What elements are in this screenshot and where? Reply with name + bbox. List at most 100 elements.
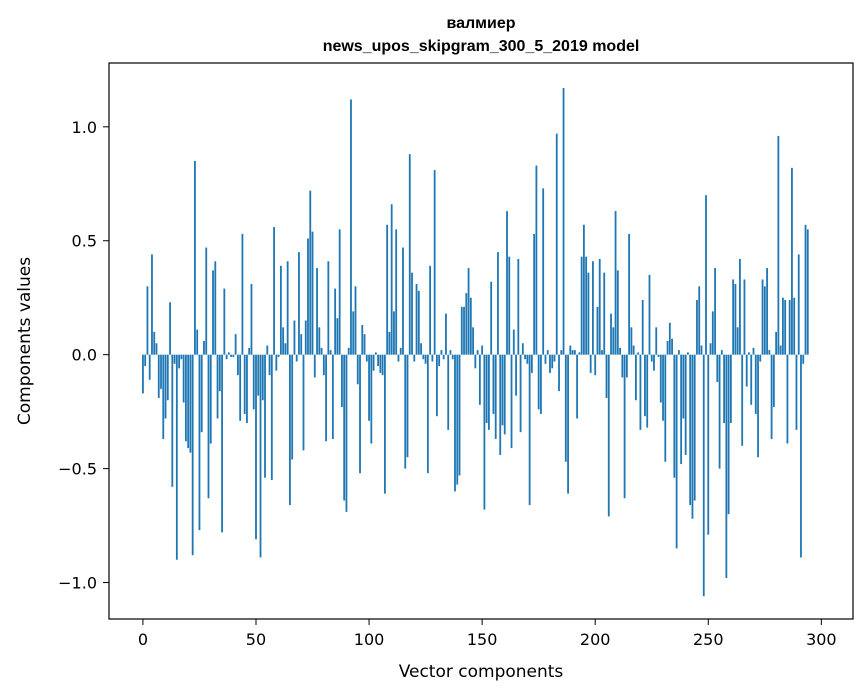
bar [460,306,463,355]
chart-subtitle: news_upos_skipgram_300_5_2019 model [323,38,640,55]
bar [542,188,545,355]
bar [653,354,655,371]
bar [555,133,558,355]
bar [478,354,481,405]
bar [203,341,205,355]
bar [677,350,680,355]
bar [449,350,452,355]
bar [745,354,748,387]
bar [352,311,355,355]
bar [474,354,477,369]
bar [431,354,434,362]
bar [173,354,176,364]
bar [639,354,642,430]
bar [209,354,212,444]
bar [469,297,472,355]
bar [368,354,370,421]
bar [772,354,775,408]
bar [605,354,608,398]
bar [560,350,563,355]
bar [377,354,380,367]
bar [390,204,393,355]
bar [714,268,716,355]
bar [286,261,289,355]
bar [578,352,581,355]
y-tick-label: 0.0 [72,346,97,365]
bar [682,354,685,419]
bar [784,299,787,355]
bar [255,354,257,540]
bar [151,254,153,355]
bar [451,354,454,360]
bar [691,354,694,519]
bar [144,354,147,367]
bar [259,354,262,558]
bar [291,354,294,460]
bar [196,329,199,355]
bar [802,354,805,364]
bar [402,247,404,355]
bar [732,279,735,355]
bar [180,354,183,360]
bar [521,343,524,355]
bar [347,347,350,355]
bar [395,229,398,355]
bar [279,265,282,355]
bar [544,354,547,364]
bar [666,341,669,355]
bar [779,345,782,355]
bar [164,354,167,419]
bar [711,311,714,355]
bar [148,354,151,380]
bar [415,284,418,355]
bar [673,354,676,478]
bar [322,354,325,376]
bar [243,354,246,414]
bar [515,354,517,396]
bar [562,88,565,355]
bar [571,350,574,355]
bar [334,288,337,355]
bar [420,343,422,355]
bar [191,354,194,556]
bar [655,327,658,355]
bar [142,354,144,394]
x-tick-label: 0 [138,630,148,649]
bar [791,167,793,355]
bar [424,354,427,364]
bar [397,354,400,362]
bar [171,354,174,487]
bar [492,354,495,414]
bar [234,334,237,355]
bar [628,233,631,355]
bar [716,354,719,383]
bar [625,354,628,378]
bar [273,227,275,355]
bar [664,354,667,462]
x-tick-label: 150 [467,630,498,649]
plot-frame [108,62,854,620]
bar [399,347,402,355]
bar [153,331,156,355]
bar [646,354,649,428]
x-tick-label: 200 [580,630,611,649]
bar [341,354,343,408]
bar [275,354,278,371]
bar [227,352,230,355]
bar [345,354,348,512]
bar [490,281,493,355]
bar [720,350,723,355]
bar [372,354,375,371]
bar [302,354,305,451]
bar [313,354,316,378]
bar [436,354,438,417]
bar [268,354,271,376]
bar [757,354,759,458]
bar [707,354,710,535]
bar [576,354,579,419]
bar [336,318,339,355]
bar [300,334,303,355]
x-tick-label: 50 [246,630,266,649]
bar [198,354,201,531]
bar [637,352,640,355]
